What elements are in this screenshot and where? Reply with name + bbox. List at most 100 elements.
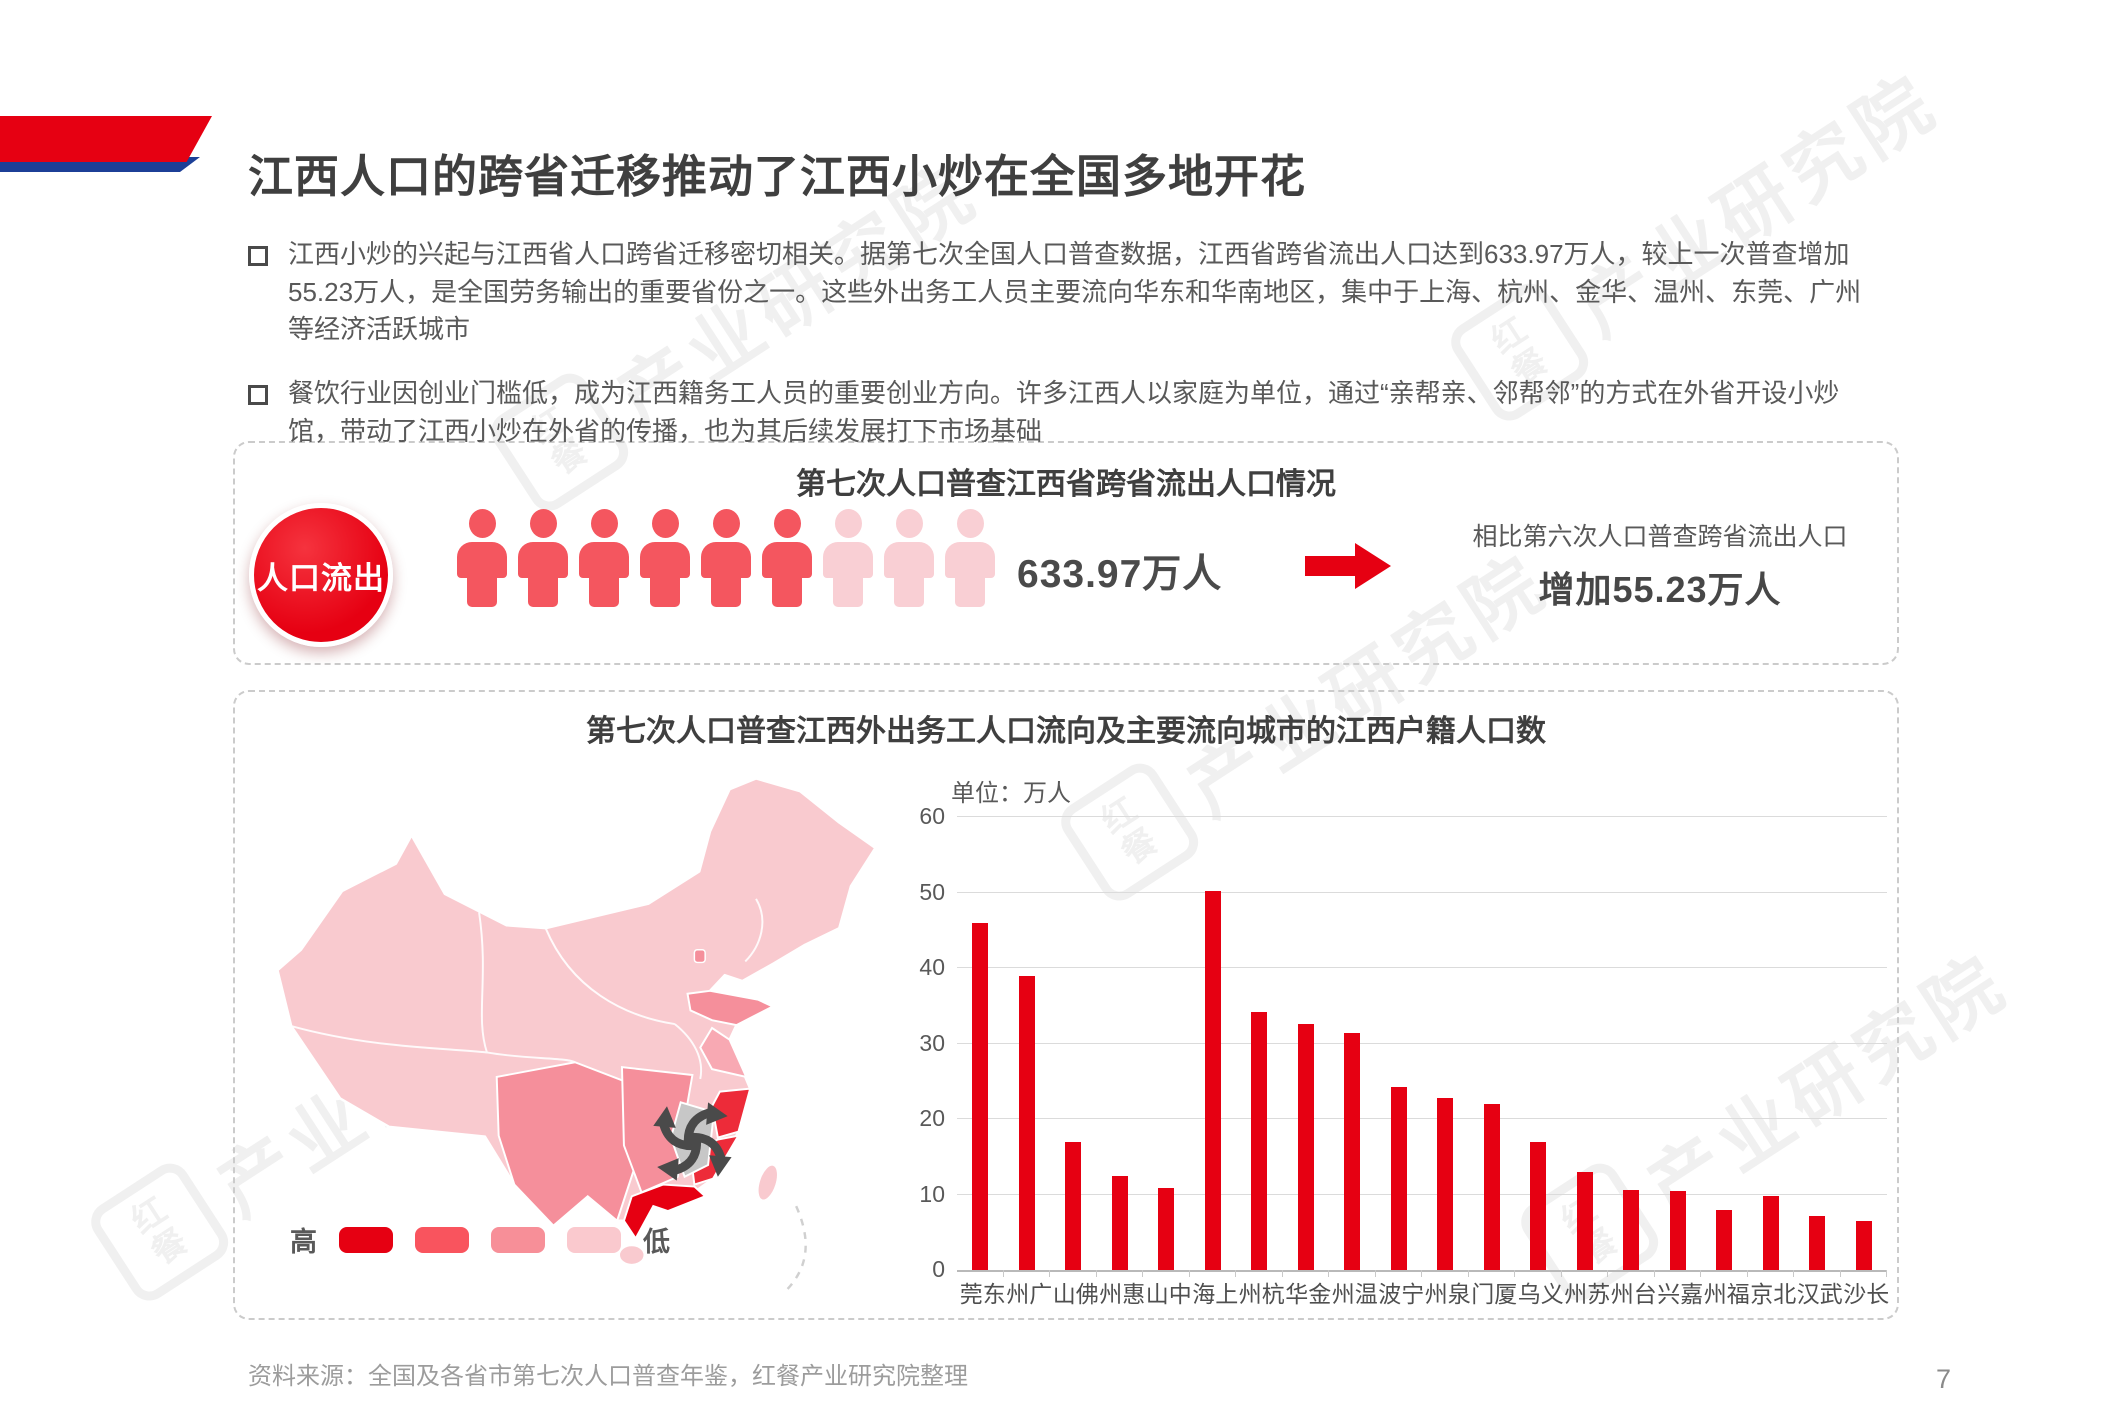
bar <box>1576 1171 1593 1270</box>
bar-slot: 广州 <box>1003 817 1052 1307</box>
person-torso <box>518 542 568 578</box>
page-number: 7 <box>1936 1364 1952 1394</box>
bar <box>1065 1141 1082 1270</box>
city-label: 武汉 <box>1793 1282 1843 1307</box>
bar-slot: 中山 <box>1142 817 1191 1307</box>
person-torso <box>579 542 629 578</box>
person-head <box>651 509 679 538</box>
bar <box>1344 1032 1361 1270</box>
bar <box>1297 1023 1314 1270</box>
bar-slot: 泉州 <box>1421 817 1470 1307</box>
person-head <box>773 509 801 538</box>
map-region-taiwan <box>756 1163 779 1202</box>
person-head <box>529 509 557 538</box>
person-torso <box>945 542 995 578</box>
watermark-logo: 红 餐 <box>83 1156 236 1309</box>
y-tick-label: 60 <box>919 803 945 829</box>
bar <box>1809 1216 1826 1270</box>
y-tick-label: 0 <box>932 1256 945 1282</box>
person-legs <box>711 578 741 607</box>
person-icon <box>640 509 690 607</box>
y-tick-label: 30 <box>919 1029 945 1056</box>
map-province-borders <box>290 898 764 1080</box>
bar-slot: 长沙 <box>1840 817 1889 1307</box>
bar-slot: 东莞 <box>956 817 1005 1307</box>
y-tick-label: 20 <box>919 1105 945 1131</box>
china-map <box>245 754 905 1302</box>
bar-slot: 惠州 <box>1096 817 1145 1307</box>
person-head <box>590 509 618 538</box>
gridline <box>957 1118 1887 1119</box>
bar <box>1855 1220 1872 1270</box>
city-label: 苏州 <box>1560 1282 1610 1307</box>
comparison-caption: 相比第六次人口普查跨省流出人口 <box>1472 523 1848 551</box>
bar-slot: 义乌 <box>1514 817 1563 1307</box>
bar-slot: 佛山 <box>1049 817 1098 1307</box>
city-label: 北京 <box>1746 1282 1796 1307</box>
city-label: 金华 <box>1281 1282 1331 1307</box>
bar-slot: 北京 <box>1747 817 1796 1307</box>
population-outflow-badge: 人口流出 <box>249 503 393 647</box>
bullet-list: 江西小炒的兴起与江西省人口跨省迁移密切相关。据第七次全国人口普查数据，江西省跨省… <box>248 236 1876 476</box>
outflow-panel-title: 第七次人口普查江西省跨省流出人口情况 <box>796 468 1336 501</box>
legend-high-label: 高 <box>290 1227 317 1257</box>
person-icon <box>518 509 568 607</box>
bar <box>972 922 989 1270</box>
person-torso <box>701 542 751 578</box>
bullet-item: 江西小炒的兴起与江西省人口跨省迁移密切相关。据第七次全国人口普查数据，江西省跨省… <box>248 236 1876 349</box>
legend-swatch <box>415 1226 469 1253</box>
bar-slot: 苏州 <box>1561 817 1610 1307</box>
person-torso <box>762 542 812 578</box>
bar-slot: 金华 <box>1282 817 1331 1307</box>
gridline <box>957 1042 1887 1044</box>
bar-chart-plot: 单位：万人 0 10 20 30 40 50 60 东莞 广州 佛山 惠州 中山 上海 杭州 金华 温州 宁波… <box>919 780 1889 1307</box>
person-legs <box>650 578 680 607</box>
chart-unit-label: 单位：万人 <box>951 780 1071 807</box>
gridline <box>957 1193 1887 1195</box>
person-icon <box>945 509 995 607</box>
city-label: 广州 <box>1002 1282 1052 1307</box>
bars-container: 东莞 广州 佛山 惠州 中山 上海 杭州 金华 温州 宁波 泉州 厦门 义乌 苏州 台州 嘉兴 福州 北京 武汉 长沙 <box>956 817 1889 1307</box>
person-head <box>956 509 984 538</box>
bullet-text: 江西小炒的兴起与江西省人口跨省迁移密切相关。据第七次全国人口普查数据，江西省跨省… <box>288 239 1862 345</box>
gridline <box>957 816 1887 817</box>
city-label: 福州 <box>1700 1282 1750 1307</box>
person-legs <box>833 578 863 607</box>
bar-slot: 温州 <box>1328 817 1377 1307</box>
person-icon <box>762 509 812 607</box>
map-region-beijing <box>693 948 706 964</box>
bar <box>1716 1209 1733 1270</box>
arrow-right-icon <box>1305 543 1391 594</box>
bar <box>1390 1086 1407 1270</box>
city-label: 义乌 <box>1514 1282 1564 1307</box>
bar <box>1623 1189 1640 1270</box>
comparison-block: 相比第六次人口普查跨省流出人口 增加55.23万人 <box>1400 517 1920 613</box>
person-torso <box>823 542 873 578</box>
person-icons <box>457 509 995 607</box>
bar-slot: 嘉兴 <box>1654 817 1703 1307</box>
y-tick-label: 50 <box>919 878 945 905</box>
bar-slot: 福州 <box>1700 817 1749 1307</box>
bar <box>1669 1191 1686 1270</box>
person-legs <box>528 578 558 607</box>
city-label: 佛山 <box>1049 1282 1099 1307</box>
person-icon <box>884 509 934 607</box>
city-label: 台州 <box>1607 1282 1657 1307</box>
source-note: 资料来源：全国及各省市第七次人口普查年鉴，红餐产业研究院整理 <box>248 1363 968 1390</box>
gridline <box>957 967 1887 968</box>
map-region-jiangsu <box>699 1026 748 1079</box>
y-axis-labels: 0 10 20 30 40 50 60 <box>893 803 945 1282</box>
bullet-text: 餐饮行业因创业门槛低，成为江西籍务工人员的重要创业方向。许多江西人以家庭为单位，… <box>288 378 1840 446</box>
migration-arrows-icon <box>653 1102 732 1181</box>
city-label: 东莞 <box>956 1282 1006 1307</box>
map-legend: 高 低 <box>290 1220 670 1259</box>
person-head <box>834 509 862 538</box>
city-label: 上海 <box>1188 1282 1238 1307</box>
person-head <box>468 509 496 538</box>
bar <box>1251 1011 1268 1270</box>
bar-slot: 宁波 <box>1375 817 1424 1307</box>
city-label: 温州 <box>1328 1282 1378 1307</box>
bullet-square-icon <box>248 385 268 406</box>
city-label: 杭州 <box>1235 1282 1285 1307</box>
person-icon <box>579 509 629 607</box>
